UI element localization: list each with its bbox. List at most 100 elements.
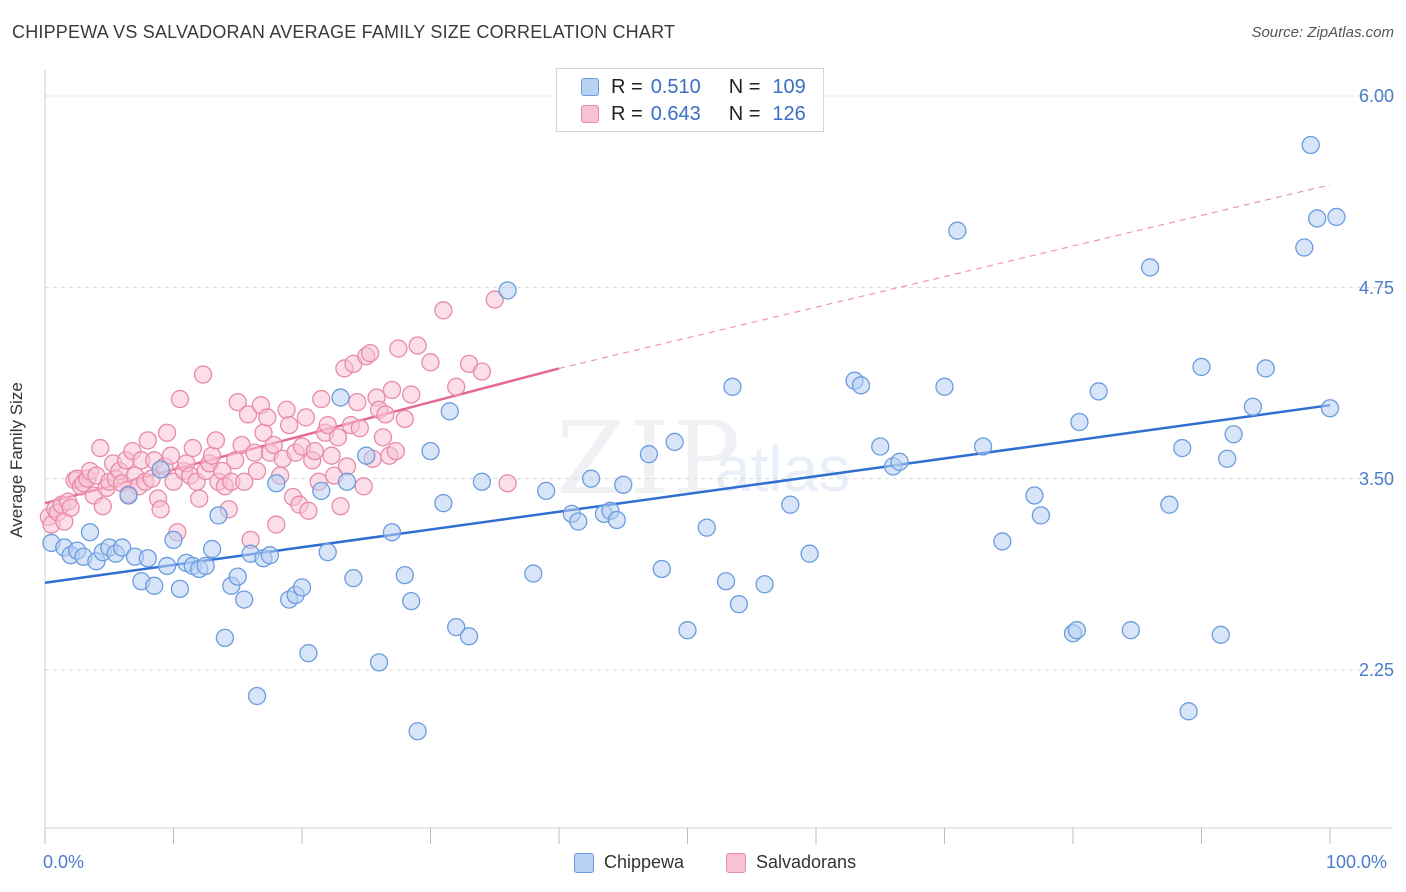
chippewa-point (202, 539, 222, 559)
chippewa-point (851, 376, 871, 395)
chippewa-point (440, 402, 459, 421)
chippewa-point (1218, 449, 1237, 468)
legend-n-value-chippewa: 109 (772, 75, 806, 98)
chippewa-point (993, 532, 1012, 551)
salvadoran-point (228, 392, 247, 412)
chippewa-point (337, 472, 357, 491)
salvadoran-point (226, 451, 245, 470)
chart-source: Source: ZipAtlas.com (1251, 24, 1394, 41)
salvadoran-point (354, 477, 373, 496)
chippewa-point (716, 572, 736, 591)
legend-r-label: R = (611, 102, 643, 125)
salvadoran-point (277, 400, 296, 419)
trend-lines (44, 184, 1331, 584)
salvadoran-point (138, 431, 157, 450)
chippewa-point (299, 644, 318, 663)
salvadoran-point (337, 457, 357, 476)
chippewa-point (119, 486, 138, 505)
salvadoran-point (402, 385, 421, 404)
chippewa-point (331, 388, 350, 407)
chippewa-trend-line (44, 403, 1331, 584)
chippewa-point (890, 452, 909, 471)
chippewa-point (1179, 702, 1198, 721)
salvadoran-point (318, 415, 337, 435)
salvadoran-point (183, 438, 202, 458)
chippewa-point (344, 569, 363, 588)
salvadoran-point (93, 497, 112, 516)
chippewa-point (1070, 412, 1089, 432)
salvadoran-point (348, 392, 367, 412)
salvadoran-point (408, 336, 427, 355)
chippewa-point (1211, 625, 1230, 644)
salvadoran-point (267, 515, 286, 534)
y-tick-label-350: 3.50 (1358, 469, 1394, 489)
salvadoran-point (389, 339, 408, 358)
chippewa-point (948, 221, 967, 240)
chippewa-point (164, 530, 183, 550)
legend-r-value-chippewa: 0.510 (650, 75, 701, 98)
chippewa-point (652, 559, 671, 579)
chippewa-point (569, 512, 588, 531)
chippewa-point (1256, 359, 1275, 378)
salvadoran-point (206, 431, 226, 450)
salvadoran-point (498, 474, 517, 493)
x-tick-label-min: 0.0% (43, 852, 85, 872)
pink-swatch-icon (581, 105, 599, 123)
chippewa-point (800, 544, 819, 563)
series-name-salvadorans: Salvadorans (756, 852, 857, 872)
y-tick-label-225: 2.25 (1358, 660, 1394, 680)
salvadoran-point (447, 377, 466, 396)
x-tick-label-max: 100.0% (1326, 852, 1388, 872)
salvadoran-point (350, 419, 369, 438)
legend-n-value-salvadorans: 126 (772, 102, 806, 125)
salvadoran-point (151, 500, 170, 519)
chippewa-point (112, 538, 132, 557)
bottom-legend-chippewa: Chippewa (574, 852, 684, 873)
chippewa-point (434, 494, 453, 513)
chippewa-point (312, 481, 331, 501)
chippewa-point (260, 546, 280, 565)
blue-swatch-icon (581, 78, 599, 96)
chippewa-point (1173, 438, 1192, 458)
chippewa-point (209, 506, 228, 525)
salvadoran-point (91, 438, 110, 458)
chippewa-point (1067, 621, 1087, 640)
legend-n-label: N = (728, 102, 761, 125)
chippewa-point (318, 542, 337, 562)
salvadoran-point (421, 353, 440, 372)
salvadoran-point (247, 461, 267, 481)
salvadoran-point (328, 428, 348, 447)
chippewa-point (215, 628, 235, 648)
salvadoran-point (190, 489, 209, 508)
salvadoran-point (202, 446, 222, 465)
salvadoran-point (485, 290, 504, 309)
watermark-atlas: atlas (715, 433, 851, 505)
salvadoran-point (299, 501, 318, 520)
chippewa-point (935, 377, 954, 396)
chippewa-point (723, 377, 742, 396)
chippewa-point (292, 578, 312, 597)
salvadoran-point (386, 441, 405, 461)
chippewa-point (1121, 621, 1140, 640)
y-tick-label-475: 4.75 (1358, 278, 1394, 298)
chippewa-point (1327, 207, 1346, 227)
chippewa-point (80, 523, 100, 542)
stats-legend: R = 0.510 N = 109 R = 0.643 N = 126 (556, 68, 824, 132)
chippewa-points (42, 135, 1346, 741)
salvadoran-point (382, 380, 402, 400)
chippewa-point (228, 567, 247, 586)
chippewa-point (781, 495, 800, 514)
chippewa-point (871, 437, 890, 456)
salvadoran-point (376, 405, 395, 424)
chippewa-point (421, 441, 440, 461)
salvadoran-trend-extension (558, 184, 1331, 370)
legend-r-value-salvadorans: 0.643 (650, 102, 701, 125)
chippewa-point (408, 722, 427, 741)
salvadoran-point (245, 443, 264, 462)
legend-n-label: N = (728, 75, 761, 98)
salvadoran-point (296, 408, 316, 427)
chippewa-point (614, 475, 633, 494)
y-axis-label: Average Family Size (7, 382, 26, 538)
salvadoran-point (360, 344, 380, 363)
chippewa-point (1192, 357, 1211, 377)
